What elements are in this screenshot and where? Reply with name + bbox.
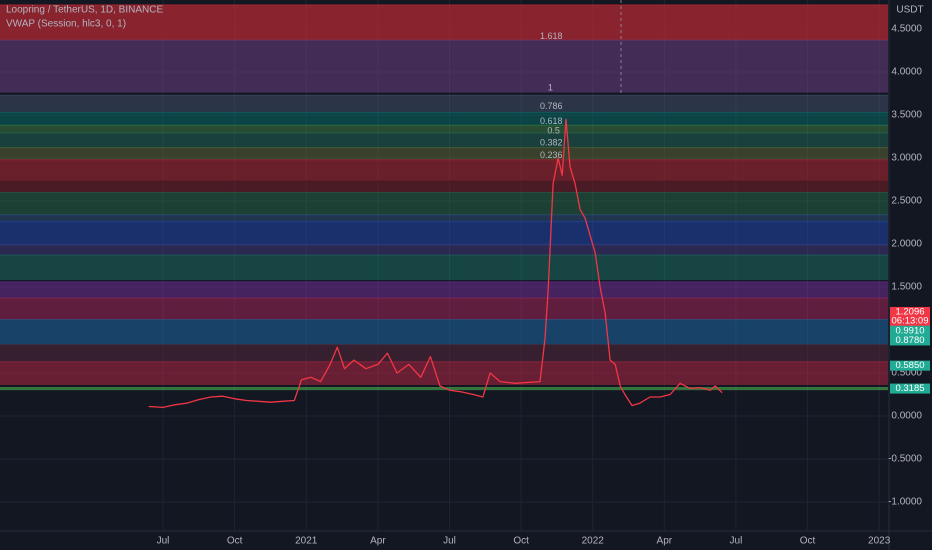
fib-band: [0, 244, 888, 256]
x-tick-label: 2022: [582, 536, 605, 547]
x-tick-label: Oct: [800, 536, 816, 547]
y-tick-label: 1.5000: [891, 282, 922, 293]
y-tick-label: 4.5000: [891, 24, 922, 35]
fib-label: 0.786: [540, 101, 563, 111]
y-tick-label: 3.0000: [891, 153, 922, 164]
x-tick-label: Jul: [443, 536, 456, 547]
fib-band: [0, 298, 888, 320]
y-tick-label: -1.0000: [888, 497, 922, 508]
price-line: [148, 118, 723, 409]
fib-band: [0, 361, 888, 386]
fib-band: [0, 192, 888, 215]
fib-band: [0, 159, 888, 181]
x-tick-label: Oct: [513, 536, 529, 547]
price-label: 0.3185: [895, 383, 924, 394]
indicator-legend: VWAP (Session, hlc3, 0, 1): [6, 19, 126, 30]
fib-band: [0, 281, 888, 299]
x-tick-label: Apr: [657, 536, 673, 547]
price-label-box: [890, 325, 930, 336]
y-tick-label: 0.5000: [891, 368, 922, 379]
fib-band: [0, 255, 888, 281]
plot-area: [0, 0, 888, 530]
fib-band: [0, 221, 888, 245]
y-tick-label: 2.0000: [891, 239, 922, 250]
fib-band: [0, 344, 888, 362]
x-tick-label: Oct: [227, 536, 243, 547]
fib-label: 0.618: [540, 116, 563, 126]
x-tick-label: Apr: [370, 536, 386, 547]
price-label: 0.8780: [895, 335, 924, 346]
fib-band: [0, 319, 888, 345]
fib-band: [0, 214, 888, 222]
y-tick-label: 0.0000: [891, 411, 922, 422]
fib-label: 1.618: [540, 31, 563, 41]
price-label-box: [890, 360, 930, 371]
fib-band: [0, 147, 888, 160]
x-tick-label: 2021: [295, 536, 318, 547]
fib-band: [0, 387, 888, 391]
fib-band: [0, 133, 888, 148]
fib-band: [0, 40, 888, 93]
fib-band: [0, 4, 888, 41]
symbol-legend: Loopring / TetherUS, 1D, BINANCE: [6, 5, 163, 16]
y-tick-label: -0.5000: [888, 454, 922, 465]
y-tick-label: 2.5000: [891, 196, 922, 207]
fib-label: 0.5: [547, 126, 560, 136]
y-tick-label: 4.0000: [891, 67, 922, 78]
price-label-box: [890, 306, 930, 327]
price-label: 0.9910: [895, 325, 924, 336]
price-label-box: [890, 383, 930, 394]
axis-unit: USDT: [896, 5, 923, 16]
price-label: 1.2096: [895, 306, 924, 317]
x-tick-label: Jul: [157, 536, 170, 547]
fib-band: [0, 112, 888, 126]
fib-band: [0, 125, 888, 134]
fib-band: [0, 95, 888, 113]
x-tick-label: 2023: [868, 536, 891, 547]
y-tick-label: 3.5000: [891, 110, 922, 121]
price-label: 0.5850: [895, 360, 924, 371]
x-tick-label: Jul: [730, 536, 743, 547]
fib-band: [0, 180, 888, 193]
price-label-box: [890, 335, 930, 346]
fib-label: 1: [548, 83, 553, 93]
fib-label: 0.236: [540, 150, 563, 160]
countdown: 06:13:09: [892, 315, 929, 326]
fib-label: 0.382: [540, 138, 563, 148]
